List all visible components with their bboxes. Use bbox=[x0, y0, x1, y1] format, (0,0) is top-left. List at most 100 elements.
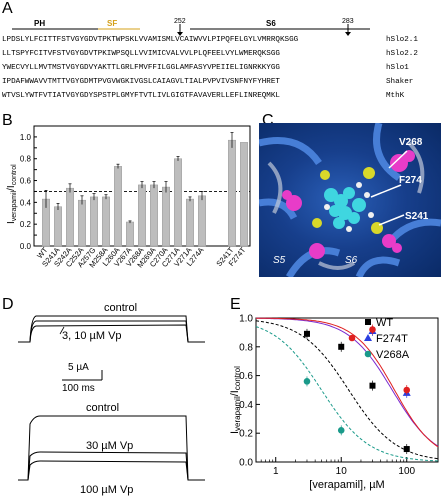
fit-curve bbox=[256, 317, 439, 448]
y-tick-label: 0.0 bbox=[239, 458, 253, 469]
pointer-line bbox=[59, 326, 65, 335]
x-tick-label: 100 bbox=[398, 466, 415, 477]
bar-s241t bbox=[228, 139, 236, 247]
s6-label: S6 bbox=[266, 19, 276, 28]
sequence-row-2: LLTSPYFCITVFSTVGYGDVTPKIWPSQLLVVIMICVALV… bbox=[2, 50, 280, 58]
bar-s242a bbox=[66, 187, 74, 247]
legend-label: V268A bbox=[376, 349, 410, 361]
trace-bottom-30-label: 30 µM Vp bbox=[86, 440, 134, 452]
trace-bottom-control-label: control bbox=[86, 402, 120, 414]
y-tick-label: 0.8 bbox=[20, 155, 32, 164]
marker-252: 252 bbox=[174, 18, 186, 25]
x-axis-label: [verapamil], µM bbox=[309, 479, 384, 491]
bar-c252a bbox=[78, 199, 86, 247]
sequence-row-1: LPDSLYLFCITTFSTVGYGDVTPKTWPSKLVVAMISMLVC… bbox=[2, 36, 299, 44]
data-point bbox=[338, 343, 345, 350]
bar-c270a bbox=[162, 186, 170, 247]
y-label-sub2: control bbox=[11, 164, 18, 185]
y-axis-label: Iverapamil/Icontrol bbox=[229, 366, 242, 434]
sequence-row-4: IPDAFWWAVVTMTTVGYGDMTPVGVWGKIVGSLCAIAGVL… bbox=[2, 78, 280, 86]
panel-letter-e: E bbox=[230, 296, 241, 313]
y-tick-label: 1.0 bbox=[20, 133, 32, 142]
fit-curve bbox=[255, 326, 438, 462]
sequence-name-2: hSlo2.2 bbox=[386, 50, 418, 58]
label-f274: F274 bbox=[399, 175, 422, 186]
sequence-name-5: MthK bbox=[386, 92, 405, 100]
y-label-i: I bbox=[6, 221, 17, 224]
structure-drawing bbox=[259, 123, 441, 277]
x-tick-label: 1 bbox=[273, 466, 279, 477]
scale-time-label: 100 ms bbox=[62, 383, 95, 394]
x-tick-label: 10 bbox=[336, 466, 348, 477]
y-tick-label: 1.0 bbox=[239, 314, 253, 325]
bottom-traces bbox=[18, 415, 205, 481]
legend-label: WT bbox=[376, 317, 393, 329]
bar-v268a bbox=[138, 184, 146, 247]
top-traces bbox=[18, 315, 205, 343]
data-point bbox=[403, 446, 410, 453]
dose-response-chart: 0.0 0.2 0.4 0.6 0.8 1.0 1 10 100 WT F274T V268A [ver… bbox=[229, 314, 439, 491]
y-tick-label: 0.6 bbox=[239, 371, 253, 382]
panel-letter-d: D bbox=[2, 296, 14, 313]
bar-f274t bbox=[240, 142, 248, 247]
trace-bottom-100-label: 100 µM Vp bbox=[80, 484, 134, 496]
bar-s241a bbox=[54, 206, 62, 247]
y-axis-label: Iverapamil/Icontrol bbox=[6, 164, 18, 224]
legend-marker-extra bbox=[348, 334, 356, 342]
sequence-name-1: hSlo2.1 bbox=[386, 36, 418, 44]
plot-frame bbox=[255, 317, 439, 463]
bar-l260a bbox=[114, 166, 122, 247]
data-point bbox=[337, 427, 345, 434]
legend-marker bbox=[364, 350, 372, 358]
y-label-mid: /I bbox=[6, 185, 17, 191]
y-tick-label: 0.4 bbox=[20, 198, 32, 207]
channel-structure-image: V268 F274 S241 S5 S6 bbox=[259, 123, 441, 277]
y-label-mid: /I bbox=[229, 390, 241, 396]
marker-283: 283 bbox=[342, 18, 354, 25]
y-tick-label: 0.4 bbox=[239, 400, 253, 411]
data-point bbox=[369, 382, 376, 389]
panel-letter-b: B bbox=[2, 112, 13, 129]
sequence-row-5: WTVSLYWTFVTIATVGYGDYSPSTPLGMYFTVTLIVLGIG… bbox=[2, 92, 280, 100]
y-tick-label: 0.6 bbox=[20, 177, 32, 186]
y-tick-label: 0.0 bbox=[20, 242, 32, 251]
fit-curve bbox=[256, 317, 439, 447]
y-label-sub: verapamil bbox=[233, 396, 242, 431]
scale-current-label: 5 µA bbox=[68, 362, 89, 373]
y-tick-label: 0.2 bbox=[239, 429, 253, 440]
sequence-name-3: hSlo1 bbox=[386, 64, 409, 72]
bar-l274a bbox=[198, 195, 206, 247]
y-tick-label: 0.8 bbox=[239, 342, 253, 353]
data-point bbox=[303, 378, 311, 385]
bar-m269a bbox=[150, 184, 158, 247]
legend-label: F274T bbox=[376, 333, 408, 345]
panel-letter-a: A bbox=[2, 0, 13, 17]
data-point bbox=[303, 330, 310, 337]
label-s6: S6 bbox=[345, 255, 358, 266]
current-traces bbox=[18, 315, 205, 481]
bar-c271a bbox=[174, 158, 182, 247]
trace-top-control-label: control bbox=[104, 302, 138, 314]
label-s5: S5 bbox=[273, 255, 286, 266]
bar-chart-b: 0.00.20.40.60.81.0WTS241AS242AC252AA257G… bbox=[6, 125, 251, 269]
alignment-lines bbox=[12, 24, 370, 36]
panel-letter-c: C bbox=[262, 112, 274, 129]
bar-m258a bbox=[102, 196, 110, 247]
scale-bar bbox=[62, 370, 103, 381]
data-point bbox=[403, 386, 411, 394]
trace-top-vp-label: 3, 10 µM Vp bbox=[62, 330, 122, 342]
sf-label: SF bbox=[107, 19, 118, 28]
y-label-sub2: control bbox=[233, 366, 242, 390]
data-point bbox=[369, 326, 376, 333]
y-tick-label: 0.2 bbox=[20, 220, 32, 229]
sequence-row-3: YWECVYLLMVTMSTVGYGDVYAKTTLGRLFMVFFILGGLA… bbox=[2, 64, 280, 72]
bar-v267a bbox=[126, 221, 134, 247]
bar-v271a bbox=[186, 198, 194, 247]
sequence-name-4: Shaker bbox=[386, 78, 414, 86]
label-v268: V268 bbox=[399, 137, 423, 148]
y-label-sub: verapamil bbox=[11, 190, 18, 221]
legend-marker bbox=[364, 334, 372, 341]
legend-marker bbox=[365, 319, 371, 325]
bar-a257g bbox=[90, 196, 98, 247]
y-label-i: I bbox=[229, 431, 241, 434]
